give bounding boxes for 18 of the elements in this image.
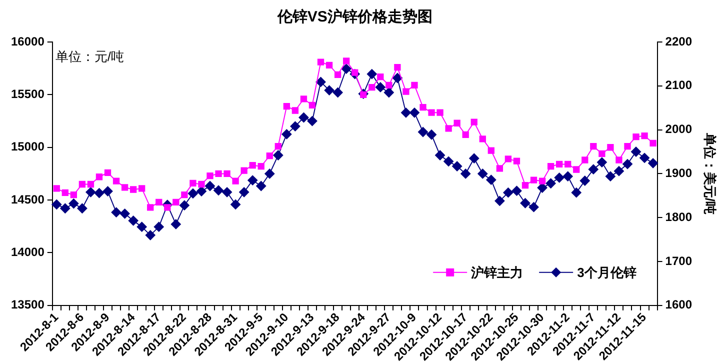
y2-tick-label: 2000 <box>665 122 692 136</box>
y2-tick-label: 1900 <box>665 166 692 180</box>
y-axis-title: 单位：元/吨 <box>55 49 124 64</box>
y-tick-label: 15500 <box>10 86 45 101</box>
y-tick-label: 13500 <box>10 298 45 312</box>
y2-tick-label: 2100 <box>665 78 692 92</box>
legend-label: 沪锌主力 <box>470 264 524 280</box>
y2-axis-title: 单位：美元/吨 <box>702 132 718 215</box>
y-tick-label: 15000 <box>10 140 45 154</box>
y-tick-label: 14500 <box>10 192 45 206</box>
y-tick-label: 16000 <box>10 34 45 48</box>
y2-tick-label: 2200 <box>665 34 692 48</box>
chart-title: 伦锌VS沪锌价格走势图 <box>276 8 432 26</box>
y2-tick-label: 1800 <box>665 210 692 224</box>
y2-tick-label: 1700 <box>665 254 692 268</box>
y2-tick-label: 1600 <box>665 298 692 312</box>
y-tick-label: 14000 <box>10 245 45 260</box>
legend-label: 3个月伦锌 <box>577 264 636 280</box>
